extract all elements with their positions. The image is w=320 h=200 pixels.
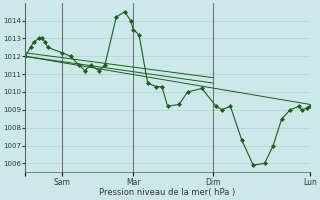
X-axis label: Pression niveau de la mer( hPa ): Pression niveau de la mer( hPa )	[100, 188, 236, 197]
